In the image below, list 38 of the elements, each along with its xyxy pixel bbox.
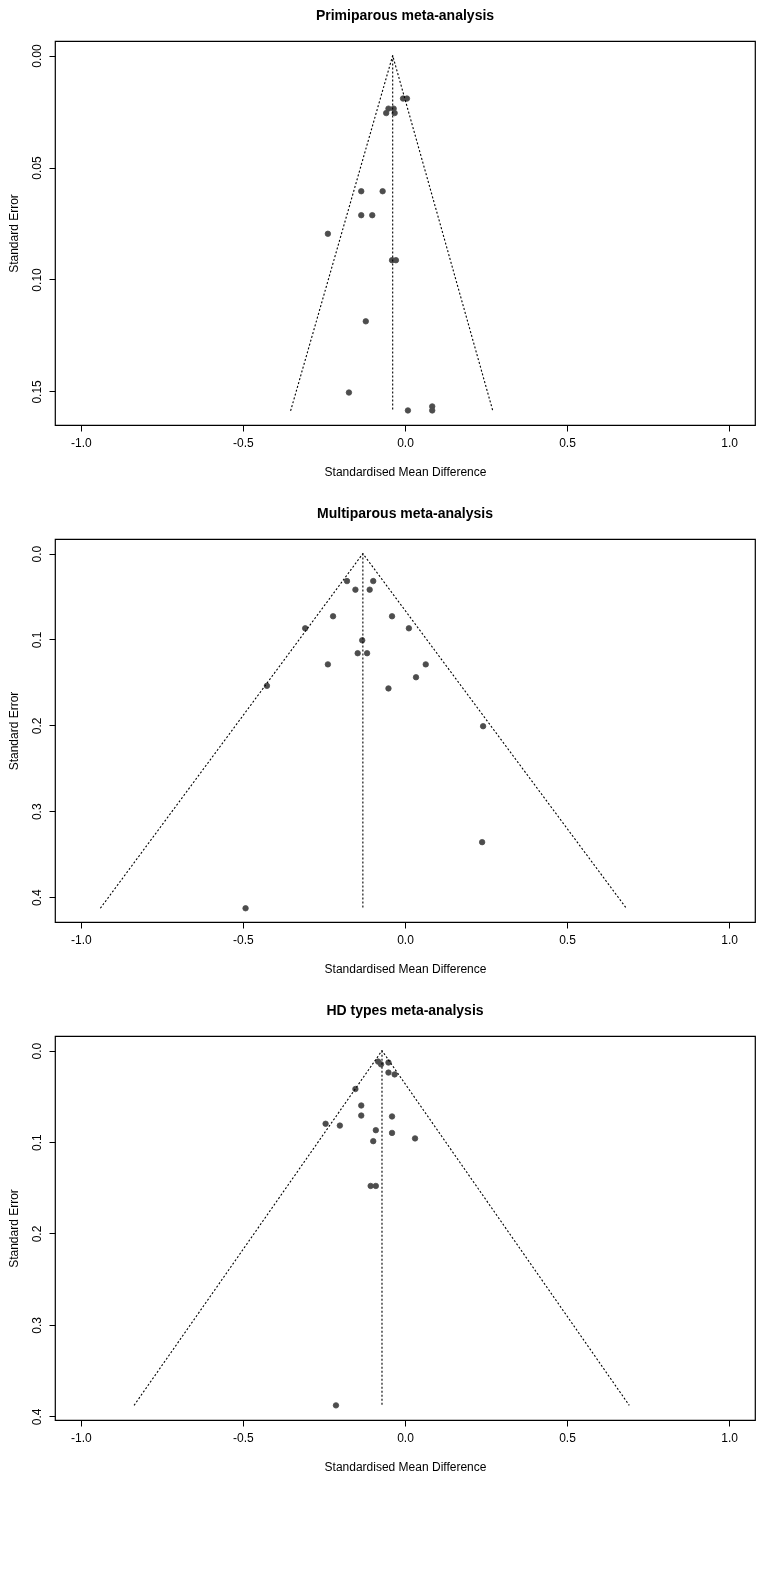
x-tick-label: 0.0 xyxy=(397,932,415,947)
y-tick-label: 0.05 xyxy=(29,156,44,180)
x-tick-label: 0.5 xyxy=(559,932,577,947)
y-tick-label: 0.2 xyxy=(29,1225,44,1243)
y-tick-label: 0.15 xyxy=(29,379,44,404)
y-tick-label: 0.00 xyxy=(29,44,44,68)
y-tick-label: 0.4 xyxy=(29,1408,44,1426)
x-tick-label: 1.0 xyxy=(721,932,739,947)
y-axis-title: Standard Error xyxy=(6,194,21,273)
x-tick-label: -1.0 xyxy=(71,1430,93,1445)
y-tick-label: 0.1 xyxy=(29,1133,44,1151)
y-tick-label: 0.3 xyxy=(29,1316,44,1334)
chart-title: Multiparous meta-analysis xyxy=(317,505,494,521)
y-tick-label: 0.4 xyxy=(29,888,44,906)
y-axis-title: Standard Error xyxy=(6,691,21,771)
x-tick-label: -0.5 xyxy=(233,1430,255,1445)
y-tick-label: 0.10 xyxy=(29,267,44,292)
y-tick-label: 0.0 xyxy=(29,545,44,563)
x-axis-title: Standardised Mean Difference xyxy=(324,464,487,479)
y-tick-label: 0.2 xyxy=(29,717,44,735)
y-tick-label: 0.1 xyxy=(29,631,44,649)
x-tick-label: 0.0 xyxy=(397,435,415,450)
y-tick-label: 0.0 xyxy=(29,1042,44,1060)
x-tick-label: -1.0 xyxy=(71,932,93,947)
chart-title: Primiparous meta-analysis xyxy=(315,7,495,23)
x-tick-label: -1.0 xyxy=(71,435,93,450)
x-tick-label: -0.5 xyxy=(233,932,255,947)
x-axis-title: Standardised Mean Difference xyxy=(324,961,487,976)
x-tick-label: 1.0 xyxy=(721,1430,739,1445)
x-tick-label: -0.5 xyxy=(233,435,255,450)
x-tick-label: 0.5 xyxy=(559,1430,577,1445)
x-tick-label: 0.5 xyxy=(559,435,577,450)
chart-title: HD types meta-analysis xyxy=(326,1002,484,1018)
y-tick-label: 0.3 xyxy=(29,803,44,821)
x-tick-label: 1.0 xyxy=(721,435,739,450)
y-axis-title: Standard Error xyxy=(6,1189,21,1268)
x-axis-title: Standardised Mean Difference xyxy=(324,1459,487,1474)
x-tick-label: 0.0 xyxy=(397,1430,415,1445)
